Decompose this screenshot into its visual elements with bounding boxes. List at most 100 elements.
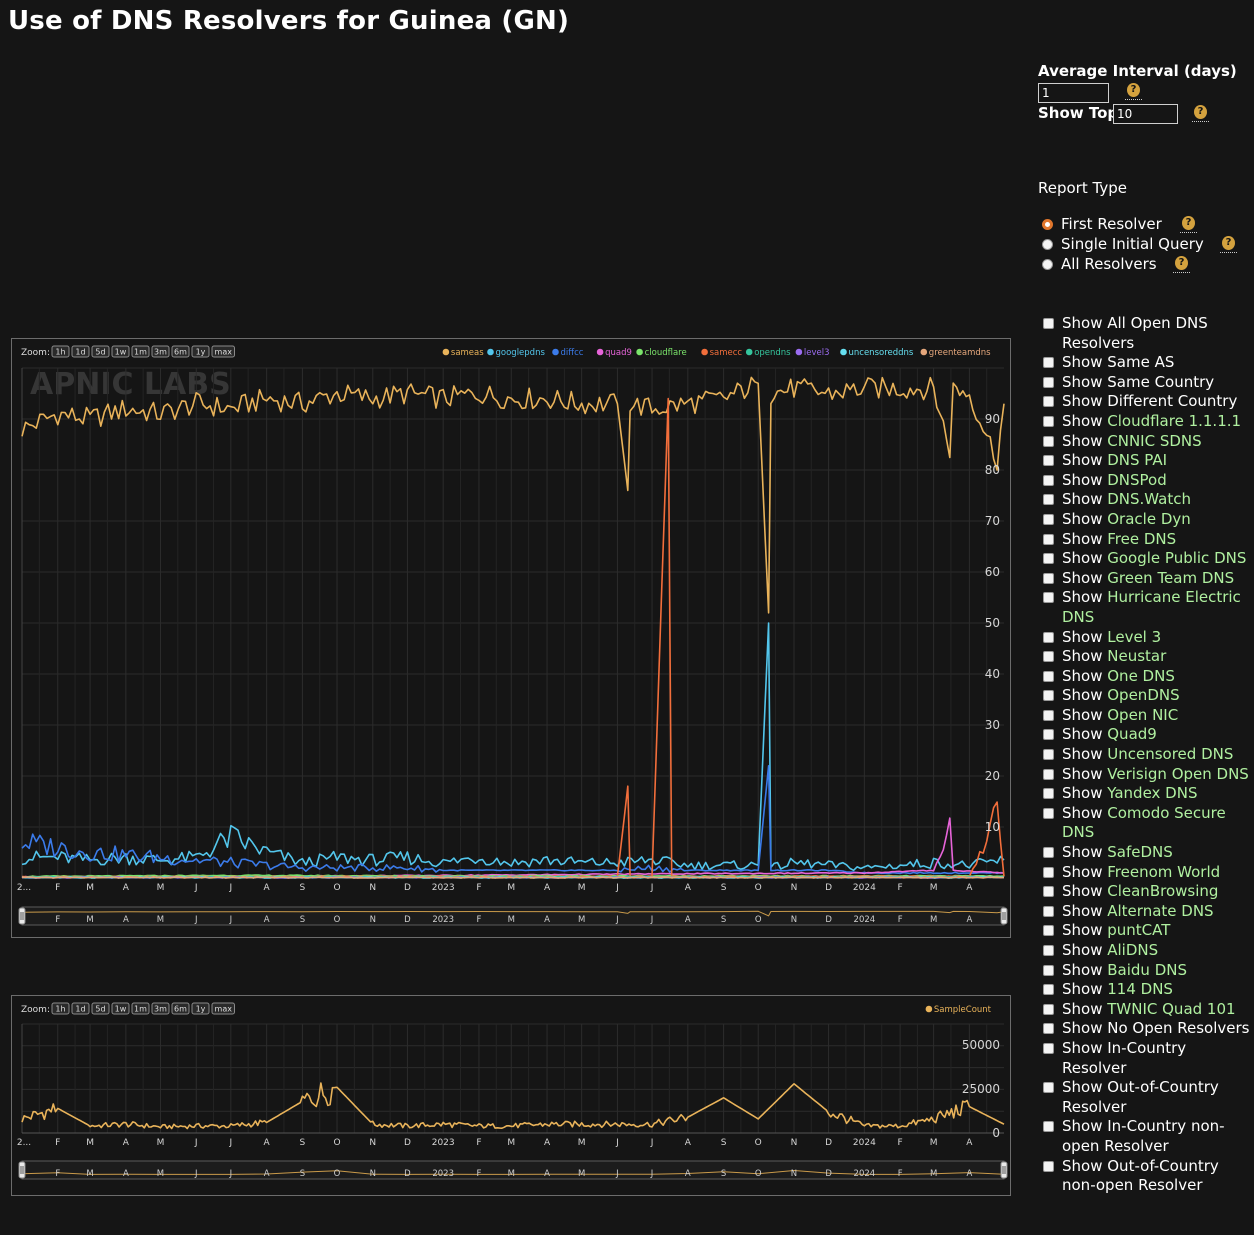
- zoom-button-3m[interactable]: 3m: [151, 1002, 170, 1015]
- zoom-button-label[interactable]: 1h: [55, 1005, 65, 1014]
- zoom-button-max[interactable]: max: [211, 345, 235, 358]
- zoom-button-box[interactable]: [111, 345, 130, 358]
- zoom-button-label[interactable]: 1m: [134, 348, 147, 357]
- checkbox-item[interactable]: Show Same AS: [1038, 353, 1254, 373]
- zoom-button-6m[interactable]: 6m: [171, 1002, 190, 1015]
- checkbox-item[interactable]: Show AliDNS: [1038, 941, 1254, 961]
- checkbox[interactable]: [1043, 709, 1054, 721]
- checkbox-item[interactable]: Show Yandex DNS: [1038, 784, 1254, 804]
- checkbox[interactable]: [1043, 396, 1054, 408]
- radio-button[interactable]: [1042, 259, 1053, 270]
- zoom-button-box[interactable]: [51, 1002, 70, 1015]
- legend-item-samecc[interactable]: samecc: [701, 348, 742, 358]
- zoom-button-1m[interactable]: 1m: [131, 345, 150, 358]
- checkbox[interactable]: [1043, 749, 1054, 761]
- checkbox[interactable]: [1043, 807, 1054, 819]
- zoom-button-5d[interactable]: 5d: [91, 1002, 110, 1015]
- checkbox[interactable]: [1043, 415, 1054, 427]
- checkbox-item[interactable]: Show All Open DNS Resolvers: [1038, 314, 1254, 353]
- checkbox[interactable]: [1043, 513, 1054, 525]
- checkbox-item[interactable]: Show Different Country: [1038, 392, 1254, 412]
- zoom-button-1m[interactable]: 1m: [131, 1002, 150, 1015]
- zoom-button-label[interactable]: 3m: [154, 348, 167, 357]
- checkbox[interactable]: [1043, 318, 1054, 329]
- checkbox-item[interactable]: Show Comodo Secure DNS: [1038, 804, 1254, 843]
- range-handle-right[interactable]: [1000, 1161, 1008, 1179]
- checkbox-item[interactable]: Show Oracle Dyn: [1038, 510, 1254, 530]
- zoom-button-label[interactable]: 1y: [196, 1005, 206, 1014]
- zoom-button-box[interactable]: [171, 1002, 190, 1015]
- checkbox-item[interactable]: Show One DNS: [1038, 667, 1254, 687]
- checkbox[interactable]: [1043, 1023, 1054, 1035]
- zoom-button-1w[interactable]: 1w: [111, 1002, 130, 1015]
- range-handle-left[interactable]: [18, 907, 26, 925]
- range-handle-right[interactable]: [1000, 907, 1008, 925]
- range-handle-grip[interactable]: [1000, 1161, 1008, 1179]
- show-top-input[interactable]: [1113, 104, 1178, 124]
- checkbox-item[interactable]: Show Uncensored DNS: [1038, 745, 1254, 765]
- zoom-button-1d[interactable]: 1d: [71, 1002, 90, 1015]
- checkbox[interactable]: [1043, 1121, 1054, 1133]
- checkbox[interactable]: [1043, 690, 1054, 702]
- checkbox[interactable]: [1043, 1042, 1054, 1054]
- zoom-button-label[interactable]: max: [215, 1005, 233, 1014]
- zoom-button-box[interactable]: [91, 1002, 110, 1015]
- zoom-button-label[interactable]: 5d: [95, 1005, 105, 1014]
- radio-first-resolver[interactable]: First Resolver: [1042, 215, 1162, 235]
- checkbox-item[interactable]: Show Alternate DNS: [1038, 902, 1254, 922]
- checkbox-item[interactable]: Show Level 3: [1038, 628, 1254, 648]
- radio-all-resolvers[interactable]: All Resolvers: [1042, 255, 1157, 275]
- checkbox-item[interactable]: Show No Open Resolvers: [1038, 1019, 1254, 1039]
- checkbox-item[interactable]: Show CleanBrowsing: [1038, 882, 1254, 902]
- legend-item-opendns[interactable]: opendns: [745, 348, 791, 358]
- checkbox[interactable]: [1043, 886, 1054, 898]
- checkbox-item[interactable]: Show In-Country non-open Resolver: [1038, 1117, 1254, 1156]
- legend-item-diffcc[interactable]: diffcc: [552, 348, 584, 358]
- range-handle-grip[interactable]: [18, 1161, 26, 1179]
- zoom-button-label[interactable]: 5d: [95, 348, 105, 357]
- checkbox[interactable]: [1043, 651, 1054, 663]
- show-top-help-icon[interactable]: ?: [1192, 105, 1209, 122]
- checkbox-item[interactable]: Show Hurricane Electric DNS: [1038, 588, 1254, 627]
- checkbox-item[interactable]: Show DNSPod: [1038, 471, 1254, 491]
- zoom-button-1w[interactable]: 1w: [111, 345, 130, 358]
- sample-count-chart-svg[interactable]: Zoom: 1h 1d 5d 1w 1m 3m 6m 1y max SampleCount 0 2500…: [12, 996, 1010, 1195]
- range-handle-grip[interactable]: [1000, 907, 1008, 925]
- checkbox[interactable]: [1043, 533, 1054, 545]
- checkbox[interactable]: [1043, 847, 1054, 859]
- zoom-button-label[interactable]: max: [215, 348, 233, 357]
- legend-item-level3[interactable]: level3: [795, 348, 830, 358]
- zoom-button-label[interactable]: 6m: [174, 1005, 187, 1014]
- zoom-button-1h[interactable]: 1h: [51, 345, 70, 358]
- checkbox-item[interactable]: Show DNS PAI: [1038, 451, 1254, 471]
- checkbox[interactable]: [1043, 788, 1054, 800]
- zoom-button-label[interactable]: 1w: [115, 348, 127, 357]
- checkbox-item[interactable]: Show Quad9: [1038, 725, 1254, 745]
- zoom-button-box[interactable]: [71, 1002, 90, 1015]
- zoom-button-box[interactable]: [211, 345, 235, 358]
- zoom-button-1y[interactable]: 1y: [191, 1002, 210, 1015]
- series-line-googlepdns[interactable]: [21, 622, 1005, 872]
- checkbox[interactable]: [1043, 729, 1054, 741]
- series-line-diffcc[interactable]: [21, 765, 1005, 875]
- zoom-button-box[interactable]: [211, 1002, 235, 1015]
- all-resolvers-help-icon[interactable]: ?: [1173, 256, 1190, 273]
- zoom-button-1h[interactable]: 1h: [51, 1002, 70, 1015]
- checkbox-item[interactable]: Show Green Team DNS: [1038, 569, 1254, 589]
- zoom-button-box[interactable]: [131, 345, 150, 358]
- checkbox[interactable]: [1043, 631, 1054, 643]
- zoom-button-box[interactable]: [151, 1002, 170, 1015]
- legend-item-uncensoreddns[interactable]: uncensoreddns: [840, 348, 914, 358]
- legend-item-cloudflare[interactable]: cloudflare: [636, 348, 687, 358]
- zoom-button-5d[interactable]: 5d: [91, 345, 110, 358]
- checkbox-item[interactable]: Show Freenom World: [1038, 863, 1254, 883]
- zoom-button-label[interactable]: 3m: [154, 1005, 167, 1014]
- zoom-button-label[interactable]: 1d: [75, 348, 85, 357]
- zoom-button-max[interactable]: max: [211, 1002, 235, 1015]
- checkbox[interactable]: [1043, 553, 1054, 565]
- zoom-button-1d[interactable]: 1d: [71, 345, 90, 358]
- checkbox[interactable]: [1043, 474, 1054, 486]
- checkbox[interactable]: [1043, 592, 1054, 604]
- zoom-button-box[interactable]: [111, 1002, 130, 1015]
- series-line-sameas[interactable]: [21, 376, 1005, 614]
